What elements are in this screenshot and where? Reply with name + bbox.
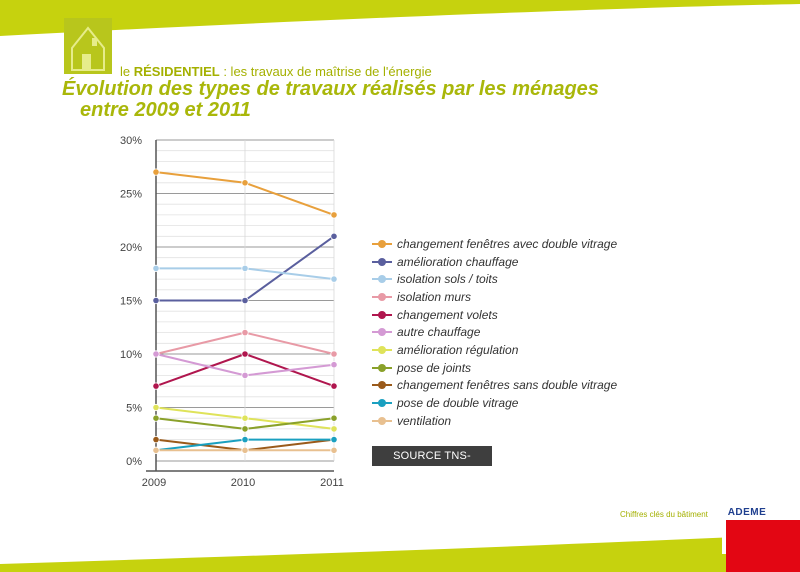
legend-swatch <box>372 416 392 426</box>
legend-item: ventilation <box>372 412 617 430</box>
legend-swatch <box>372 257 392 267</box>
y-tick-label: 25% <box>120 189 142 201</box>
chart-legend: changement fenêtres avec double vitrage a… <box>372 235 617 430</box>
legend-swatch <box>372 327 392 337</box>
data-point <box>330 382 338 390</box>
legend-label: pose de double vitrage <box>397 396 519 411</box>
y-tick-label: 10% <box>120 349 142 361</box>
house-logo <box>64 18 112 74</box>
legend-item: autre chauffage <box>372 323 617 341</box>
legend-label: changement fenêtres sans double vitrage <box>397 378 618 393</box>
y-tick-label: 0% <box>126 456 142 468</box>
legend-label: pose de joints <box>397 360 472 375</box>
ademe-red-block <box>726 520 800 572</box>
section-suffix: : les travaux de maîtrise de l'énergie <box>219 64 432 79</box>
y-tick-label: 20% <box>120 242 142 254</box>
data-point <box>152 350 160 358</box>
title-line-1: Évolution des types de travaux réalisés … <box>62 78 599 100</box>
data-point <box>241 371 249 379</box>
data-point <box>330 446 338 454</box>
data-point <box>330 414 338 422</box>
legend-swatch <box>372 310 392 320</box>
legend-swatch <box>372 345 392 355</box>
data-point <box>330 275 338 283</box>
y-tick-label: 15% <box>120 296 142 308</box>
section-name: RÉSIDENTIEL <box>133 64 220 79</box>
data-point <box>241 179 249 187</box>
data-point <box>241 446 249 454</box>
legend-swatch <box>372 398 392 408</box>
data-point <box>330 435 338 444</box>
data-point <box>241 435 249 444</box>
data-point <box>241 425 249 433</box>
title-line-2: entre 2009 et 2011 <box>80 99 251 121</box>
legend-item: pose de joints <box>372 359 617 377</box>
data-point <box>152 296 160 305</box>
data-point <box>241 328 249 337</box>
legend-swatch <box>372 292 392 302</box>
x-tick-label: 2009 <box>142 477 166 489</box>
data-point <box>152 435 160 444</box>
data-point <box>241 264 249 272</box>
legend-item: amélioration chauffage <box>372 253 617 271</box>
section-breadcrumb: le RÉSIDENTIEL : les travaux de maîtrise… <box>120 64 432 79</box>
section-prefix: le <box>120 64 131 79</box>
legend-label: changement volets <box>397 307 498 322</box>
data-point <box>330 211 338 219</box>
data-point <box>152 382 160 390</box>
legend-label: isolation sols / toits <box>397 272 498 287</box>
data-point <box>330 232 338 240</box>
data-point <box>152 446 160 454</box>
legend-swatch <box>372 363 392 373</box>
page-title: Évolution des types de travaux réalisés … <box>62 79 662 121</box>
data-point <box>152 168 160 176</box>
source-badge: SOURCE TNS-SOFRES <box>372 446 492 482</box>
data-point <box>241 296 249 305</box>
legend-swatch <box>372 239 392 249</box>
data-point <box>330 350 338 358</box>
legend-label: isolation murs <box>397 289 472 304</box>
legend-item: changement fenêtres avec double vitrage <box>372 235 617 253</box>
data-point <box>330 361 338 369</box>
data-point <box>330 425 338 433</box>
data-point <box>241 414 249 422</box>
legend-item: changement volets <box>372 306 617 324</box>
x-tick-label: 2011 <box>320 477 344 489</box>
legend-item: amélioration régulation <box>372 341 617 359</box>
top-decorative-band <box>0 0 800 36</box>
data-point <box>152 414 160 422</box>
house-icon <box>71 26 105 71</box>
legend-item: changement fenêtres sans double vitrage <box>372 377 617 395</box>
bottom-decorative-band <box>0 534 800 572</box>
y-tick-label: 5% <box>126 403 142 415</box>
legend-label: amélioration chauffage <box>397 254 519 269</box>
legend-label: ventilation <box>397 413 452 428</box>
legend-swatch <box>372 380 392 390</box>
data-point <box>241 350 249 358</box>
ademe-wordmark: ADEME <box>727 507 767 518</box>
data-point <box>152 403 160 412</box>
legend-label: changement fenêtres avec double vitrage <box>397 236 618 251</box>
legend-label: autre chauffage <box>397 325 481 340</box>
footer-caption: Chiffres clés du bâtiment <box>620 510 708 519</box>
legend-swatch <box>372 274 392 284</box>
legend-item: pose de double vitrage <box>372 394 617 412</box>
y-tick-label: 30% <box>120 135 142 147</box>
data-point <box>152 264 160 272</box>
legend-item: isolation murs <box>372 288 617 306</box>
legend-item: isolation sols / toits <box>372 270 617 288</box>
x-tick-label: 2010 <box>231 477 255 489</box>
legend-label: amélioration régulation <box>397 342 519 357</box>
